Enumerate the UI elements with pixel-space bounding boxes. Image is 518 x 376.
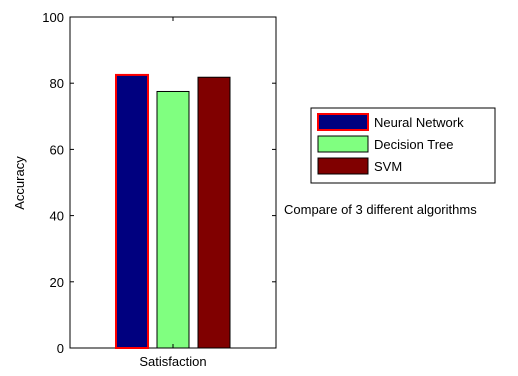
legend-label: Decision Tree bbox=[374, 137, 453, 152]
y-tick-label: 20 bbox=[50, 275, 64, 290]
y-tick-label: 80 bbox=[50, 76, 64, 91]
y-axis: 0 20 40 60 80 100 bbox=[42, 10, 276, 356]
annotation-text: Compare of 3 different algorithms bbox=[284, 202, 477, 217]
x-axis: Satisfaction bbox=[139, 17, 207, 369]
legend-label: SVM bbox=[374, 159, 402, 174]
y-tick-label: 100 bbox=[42, 10, 64, 25]
bar-neural-network bbox=[115, 73, 149, 350]
bars bbox=[115, 73, 231, 350]
x-tick-label: Satisfaction bbox=[139, 354, 206, 369]
bar-decision-tree bbox=[156, 90, 190, 349]
bar-svm bbox=[197, 76, 231, 349]
legend-label: Neural Network bbox=[374, 115, 464, 130]
legend-swatch bbox=[317, 113, 369, 131]
y-tick-label: 0 bbox=[57, 341, 64, 356]
y-tick-label: 60 bbox=[50, 142, 64, 157]
legend: Neural Network Decision Tree SVM bbox=[310, 107, 496, 184]
y-axis-label: Accuracy bbox=[12, 156, 27, 210]
y-tick-label: 40 bbox=[50, 209, 64, 224]
legend-swatch bbox=[317, 135, 369, 153]
legend-swatch bbox=[317, 157, 369, 175]
